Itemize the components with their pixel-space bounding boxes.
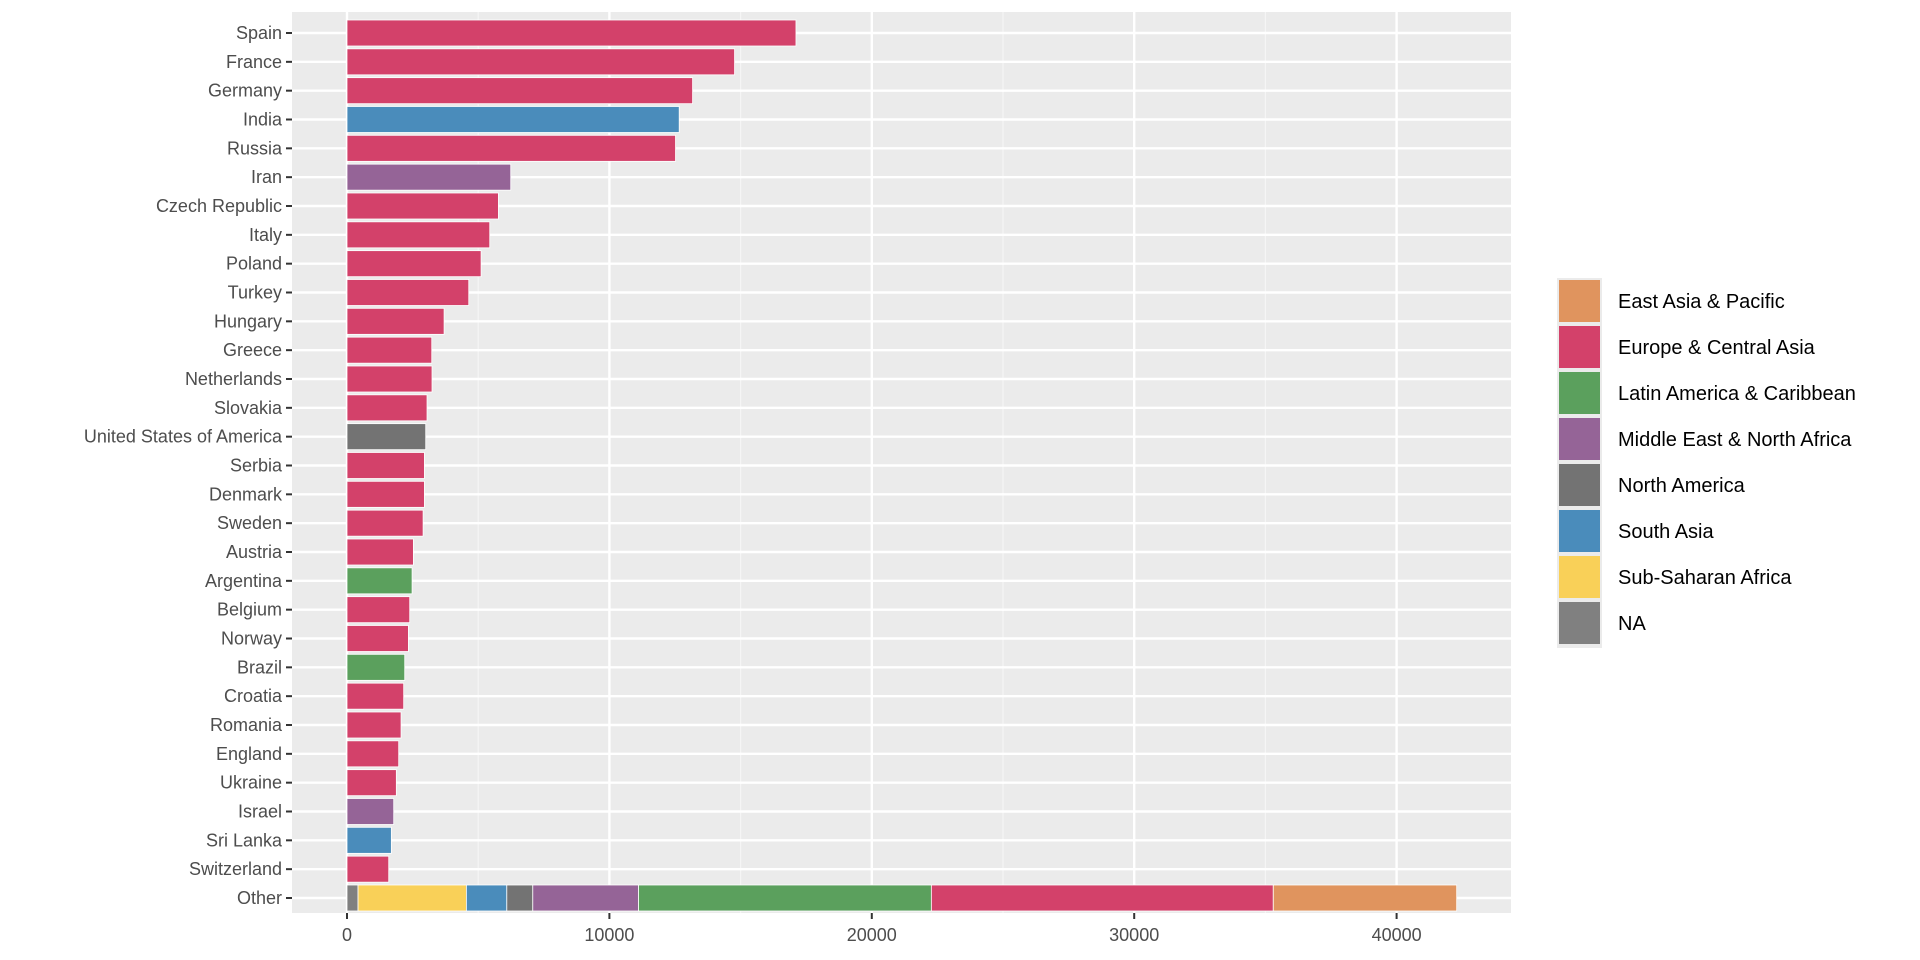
bar-segment [346, 596, 411, 624]
legend-label: South Asia [1618, 521, 1715, 543]
legend-key [1559, 510, 1600, 552]
legend-label: Latin America & Caribbean [1618, 383, 1856, 405]
bar-segment [346, 538, 414, 566]
y-tick-label: Ukraine [220, 773, 282, 793]
panel-background [292, 12, 1511, 913]
legend-key [1559, 280, 1600, 322]
bars [346, 19, 1458, 912]
y-tick-label: Switzerland [189, 859, 282, 879]
y-tick-label: Other [237, 888, 282, 908]
bar-segment [506, 884, 534, 912]
bar-segment [346, 394, 428, 422]
bar-segment [346, 250, 482, 278]
legend-key [1559, 418, 1600, 460]
bar-segment [346, 423, 427, 451]
grid-lines [292, 12, 1511, 913]
bar-segment [346, 769, 397, 797]
y-tick-label: Greece [223, 340, 282, 360]
y-tick-label: Russia [227, 138, 283, 158]
x-tick-label: 30000 [1109, 925, 1159, 945]
bar-segment [346, 452, 425, 479]
legend: East Asia & Pacific Europe & Central Asia… [1557, 278, 1856, 648]
bar-segment [346, 77, 693, 105]
legend-key [1559, 464, 1600, 506]
bar-segment [346, 48, 735, 76]
bar-segment [346, 221, 491, 249]
y-tick-label: Israel [238, 802, 282, 822]
bar-segment [346, 567, 413, 595]
legend-key [1559, 602, 1600, 644]
y-tick-label: Germany [208, 81, 282, 101]
legend-key [1559, 326, 1600, 368]
y-tick-label: United States of America [84, 427, 283, 447]
y-tick-label: Austria [226, 542, 283, 562]
y-tick-label: Belgium [217, 600, 282, 620]
legend-label: Europe & Central Asia [1618, 337, 1816, 359]
y-tick-label: Hungary [214, 311, 282, 331]
bar-segment [346, 192, 499, 220]
y-tick-label: Sri Lanka [206, 830, 283, 850]
bar-segment [1272, 884, 1458, 912]
bar-segment [346, 884, 359, 912]
y-axis: Spain France Germany India Russia Iran Czech R… [84, 23, 292, 908]
y-tick-label: Iran [251, 167, 282, 187]
y-tick-label: Romania [210, 715, 283, 735]
bar-segment [346, 855, 390, 883]
y-tick-label: Turkey [228, 283, 282, 303]
y-tick-label: Denmark [209, 484, 283, 504]
y-tick-label: India [243, 110, 283, 130]
bar-segment [638, 884, 932, 912]
bar-segment [357, 884, 467, 912]
y-tick-label: Italy [249, 225, 282, 245]
bar-segment [346, 653, 406, 681]
bar-segment [346, 336, 433, 364]
bar-segment [346, 134, 676, 162]
bar-segment [346, 798, 395, 825]
y-tick-label: Poland [226, 254, 282, 274]
x-tick-label: 0 [342, 925, 352, 945]
legend-label: Sub-Saharan Africa [1618, 567, 1792, 589]
bar-segment [346, 509, 424, 537]
y-tick-label: Netherlands [185, 369, 282, 389]
bar-segment [346, 163, 512, 191]
bar-segment [346, 106, 680, 133]
bar-segment [346, 711, 402, 739]
y-tick-label: England [216, 744, 282, 764]
y-tick-label: Czech Republic [156, 196, 282, 216]
x-tick-label: 10000 [584, 925, 634, 945]
legend-label: NA [1618, 613, 1646, 635]
legend-label: Middle East & North Africa [1618, 429, 1852, 451]
bar-segment [346, 307, 445, 335]
y-tick-label: Argentina [205, 571, 283, 591]
y-tick-label: Croatia [224, 686, 283, 706]
x-tick-label: 40000 [1372, 925, 1422, 945]
y-tick-label: Slovakia [214, 398, 283, 418]
bar-segment [346, 740, 400, 768]
legend-label: East Asia & Pacific [1618, 291, 1785, 313]
x-tick-label: 20000 [847, 925, 897, 945]
y-tick-label: Serbia [230, 456, 283, 476]
legend-label: North America [1618, 475, 1746, 497]
bar-segment [930, 884, 1274, 912]
bar-segment [346, 19, 797, 47]
y-tick-label: Brazil [237, 657, 282, 677]
legend-key [1559, 372, 1600, 414]
bar-segment [532, 884, 639, 912]
y-tick-label: Sweden [217, 513, 282, 533]
legend-key [1559, 556, 1600, 598]
bar-segment [346, 826, 392, 854]
y-tick-label: Spain [236, 23, 282, 43]
y-tick-label: Norway [221, 629, 282, 649]
bar-segment [465, 884, 508, 912]
bar-segment [346, 279, 470, 306]
x-axis: 0 10000 20000 30000 40000 [342, 913, 1422, 945]
bar-segment [346, 365, 433, 393]
y-tick-label: France [226, 52, 282, 72]
bar-segment [346, 625, 409, 652]
bar-segment [346, 682, 405, 710]
bar-segment [346, 480, 425, 508]
